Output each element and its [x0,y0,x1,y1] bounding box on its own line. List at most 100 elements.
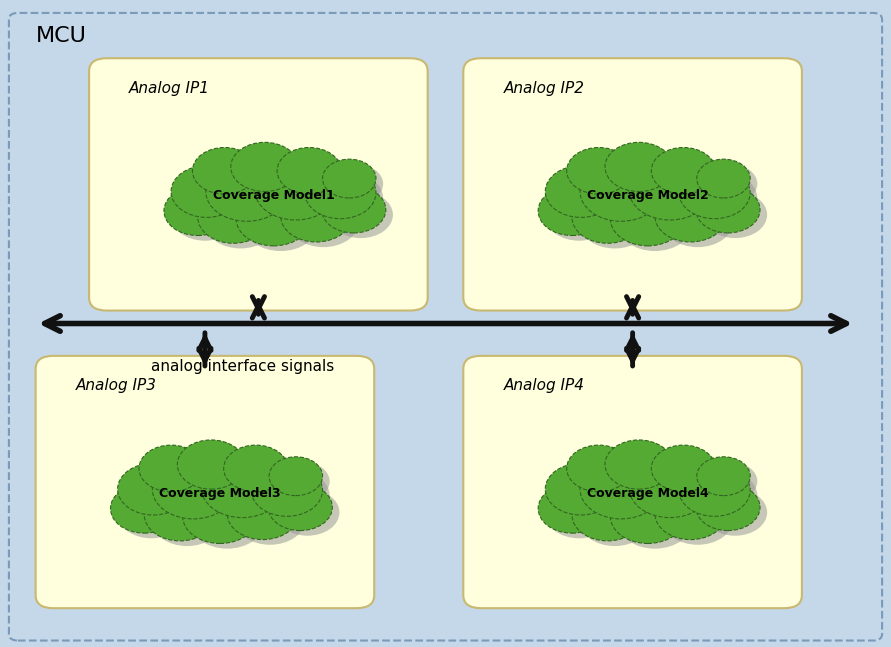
Circle shape [192,148,257,194]
Circle shape [629,458,711,518]
Circle shape [227,488,298,540]
Circle shape [696,484,760,531]
Circle shape [574,153,638,199]
FancyBboxPatch shape [463,356,802,608]
Circle shape [610,192,685,246]
Circle shape [545,166,617,217]
Circle shape [177,440,245,489]
Circle shape [697,457,750,496]
Circle shape [552,171,624,223]
Circle shape [139,445,203,492]
Circle shape [617,494,692,549]
Circle shape [305,167,376,219]
Circle shape [171,166,242,217]
Circle shape [679,465,750,516]
Circle shape [312,172,383,224]
Text: Coverage Model4: Coverage Model4 [587,487,708,499]
Circle shape [146,450,210,497]
Circle shape [255,160,337,220]
FancyBboxPatch shape [89,58,428,311]
Circle shape [262,166,344,225]
Circle shape [201,458,283,518]
Circle shape [323,159,376,198]
Circle shape [545,489,613,538]
Circle shape [322,186,386,233]
Circle shape [612,445,680,494]
Circle shape [686,172,757,224]
Circle shape [538,484,606,533]
Circle shape [236,192,311,246]
Circle shape [213,167,295,226]
Circle shape [696,186,760,233]
Circle shape [276,462,330,501]
Circle shape [605,440,673,489]
Circle shape [574,450,638,497]
Circle shape [268,484,332,531]
Circle shape [545,463,617,515]
Circle shape [159,465,241,524]
Circle shape [545,192,613,241]
Circle shape [258,470,330,521]
Circle shape [200,153,264,199]
Circle shape [231,450,295,497]
FancyBboxPatch shape [9,13,882,641]
Circle shape [580,162,662,221]
Circle shape [636,463,718,523]
Circle shape [567,445,631,492]
Circle shape [572,192,643,243]
Circle shape [679,167,750,219]
Circle shape [610,489,685,543]
Circle shape [243,197,318,251]
Circle shape [587,167,669,226]
Circle shape [329,192,393,238]
Circle shape [662,493,733,545]
Circle shape [277,148,341,194]
Circle shape [284,153,348,199]
Circle shape [552,468,624,520]
Circle shape [658,450,723,497]
Circle shape [612,148,680,197]
Circle shape [629,160,711,220]
Circle shape [251,465,323,516]
Circle shape [151,494,223,546]
Circle shape [704,462,757,501]
Circle shape [190,494,265,549]
Circle shape [538,186,606,236]
Text: Coverage Model1: Coverage Model1 [213,189,334,202]
Circle shape [651,148,715,194]
Circle shape [330,164,383,203]
Text: Coverage Model3: Coverage Model3 [159,487,281,499]
Text: Coverage Model2: Coverage Model2 [587,189,708,202]
Circle shape [617,197,692,251]
Circle shape [703,489,767,536]
Circle shape [144,489,216,541]
Circle shape [580,459,662,519]
Circle shape [587,465,669,524]
Circle shape [697,159,750,198]
Circle shape [288,195,359,247]
Circle shape [231,142,298,192]
Circle shape [164,186,232,236]
Circle shape [658,153,723,199]
Circle shape [234,493,306,545]
Circle shape [269,457,323,496]
Circle shape [662,195,733,247]
Text: Analog IP1: Analog IP1 [129,81,210,96]
Circle shape [651,445,715,492]
Circle shape [171,192,239,241]
Circle shape [655,190,726,242]
FancyBboxPatch shape [463,58,802,311]
Circle shape [703,192,767,238]
Circle shape [198,192,269,243]
Text: Analog IP2: Analog IP2 [503,81,584,96]
Circle shape [224,445,288,492]
Circle shape [579,197,650,248]
Circle shape [579,494,650,546]
FancyBboxPatch shape [36,356,374,608]
Circle shape [205,197,276,248]
Text: MCU: MCU [36,26,86,46]
Circle shape [183,489,257,543]
Circle shape [238,148,306,197]
Circle shape [206,162,288,221]
Circle shape [118,463,189,515]
